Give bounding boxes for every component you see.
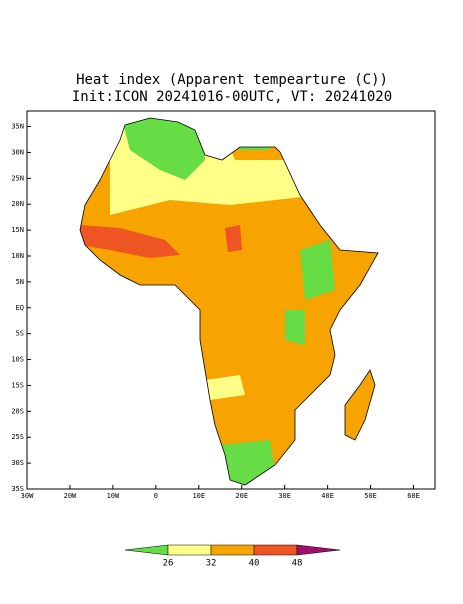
y-tick-label: 25N bbox=[11, 174, 24, 182]
colorbar-segment bbox=[210, 544, 255, 556]
colorbar-label: 32 bbox=[206, 559, 217, 569]
colorbar-segment bbox=[167, 544, 212, 556]
x-tick-label: 50E bbox=[364, 492, 377, 500]
colorbar-label: 26 bbox=[163, 559, 174, 569]
y-tick-label: 35S bbox=[11, 485, 24, 493]
title: Heat index (Apparent tempearture (C)) bbox=[76, 72, 388, 88]
x-tick-label: 40E bbox=[321, 492, 334, 500]
subtitle: Init:ICON 20241016-00UTC, VT: 20241020 bbox=[72, 89, 392, 105]
colorbar-segment bbox=[253, 544, 298, 556]
x-tick-label: 60E bbox=[407, 492, 420, 500]
colorbar-label: 48 bbox=[292, 559, 303, 569]
y-tick-label: 10N bbox=[11, 252, 24, 260]
y-tick-label: 30N bbox=[11, 148, 24, 156]
y-tick-label: EQ bbox=[16, 304, 24, 312]
colorbar-segment bbox=[124, 544, 169, 556]
y-tick-label: 15S bbox=[11, 381, 24, 389]
y-tick-label: 25S bbox=[11, 433, 24, 441]
y-tick-label: 30S bbox=[11, 459, 24, 467]
colorbar-segment bbox=[296, 544, 341, 556]
x-tick-label: 30E bbox=[278, 492, 291, 500]
map-frame bbox=[26, 110, 436, 490]
y-tick-label: 10S bbox=[11, 356, 24, 364]
y-tick-label: 5S bbox=[16, 330, 24, 338]
heat-field bbox=[80, 118, 378, 485]
x-tick-label: 0 bbox=[154, 492, 158, 500]
y-tick-label: 5N bbox=[16, 278, 24, 286]
x-tick-label: 10W bbox=[107, 492, 120, 500]
x-tick-label: 10E bbox=[192, 492, 205, 500]
y-tick-label: 20N bbox=[11, 200, 24, 208]
x-tick-label: 20W bbox=[64, 492, 77, 500]
y-tick-label: 15N bbox=[11, 226, 24, 234]
madagascar bbox=[344, 369, 376, 441]
y-tick-label: 20S bbox=[11, 407, 24, 415]
y-tick-label: 35N bbox=[11, 123, 24, 131]
x-tick-label: 20E bbox=[235, 492, 248, 500]
colorbar-label: 40 bbox=[249, 559, 260, 569]
x-tick-label: 30W bbox=[21, 492, 34, 500]
